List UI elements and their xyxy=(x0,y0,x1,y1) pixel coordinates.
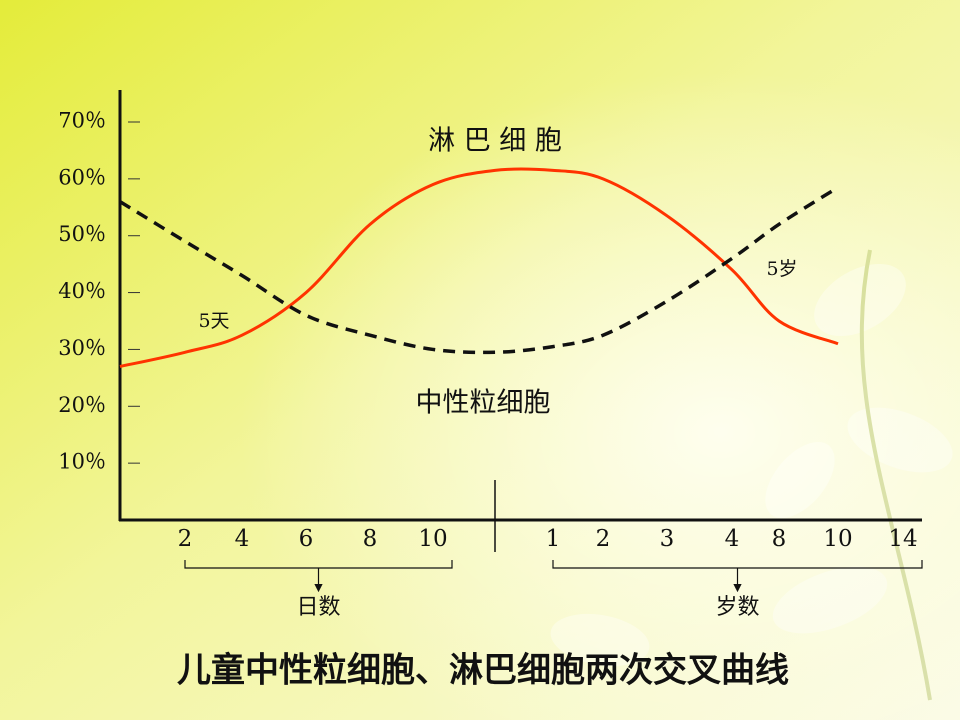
group-label: 日数 xyxy=(296,595,340,620)
x-tick-label: 1 xyxy=(546,526,561,552)
annotation: 5天 xyxy=(198,310,229,332)
series-label: 中性粒细胞 xyxy=(416,388,551,419)
series-line xyxy=(119,167,839,368)
x-tick-label: 2 xyxy=(596,526,611,552)
y-tick-label: 50％ xyxy=(58,222,106,246)
x-tick-label: 10 xyxy=(823,526,852,552)
flower-decoration xyxy=(550,249,953,701)
y-tick-label: 30％ xyxy=(58,336,106,360)
x-tick-label: 3 xyxy=(660,526,675,552)
x-tick-label: 8 xyxy=(363,526,378,552)
y-tick-label: 10％ xyxy=(58,450,106,474)
y-tick-label: 60％ xyxy=(58,165,106,189)
group-label: 岁数 xyxy=(715,595,759,620)
chart-title: 儿童中性粒细胞、淋巴细胞两次交叉曲线 xyxy=(177,651,789,691)
y-tick-label: 40％ xyxy=(58,279,106,303)
x-tick-label: 8 xyxy=(772,526,787,552)
y-tick-label: 70％ xyxy=(58,109,106,133)
y-tick-label: 20％ xyxy=(58,393,106,417)
series-label: 淋 巴 细 胞 xyxy=(428,126,562,157)
x-tick-label: 4 xyxy=(235,526,250,552)
series-line xyxy=(119,185,839,355)
x-tick-label: 14 xyxy=(888,526,917,552)
x-tick-label: 10 xyxy=(418,526,447,552)
annotation: 5岁 xyxy=(766,258,797,280)
x-tick-label: 4 xyxy=(725,526,740,552)
x-tick-label: 6 xyxy=(299,526,314,552)
x-tick-label: 2 xyxy=(178,526,193,552)
